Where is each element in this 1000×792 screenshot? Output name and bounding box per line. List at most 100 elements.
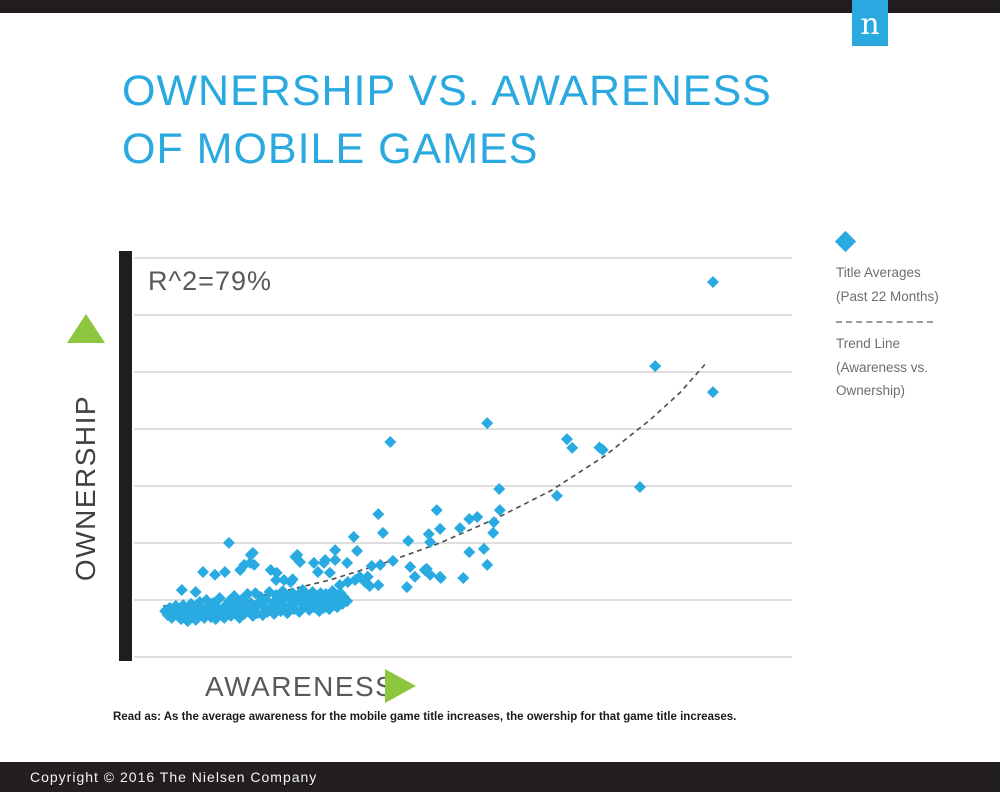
scatter-point	[264, 564, 277, 577]
nielsen-logo: n	[852, 0, 888, 46]
scatter-point	[493, 483, 506, 496]
scatter-point	[286, 587, 299, 600]
scatter-point	[454, 522, 466, 535]
scatter-point	[434, 571, 447, 584]
page-title-line1: OWNERSHIP VS. AWARENESS	[122, 67, 772, 115]
scatter-point	[293, 605, 306, 618]
scatter-point	[402, 534, 415, 547]
scatter-point	[193, 595, 206, 608]
scatter-point	[329, 554, 342, 567]
x-axis-label: AWARENESS	[205, 671, 396, 702]
scatter-point	[566, 441, 579, 454]
scatter-point	[197, 566, 210, 579]
scatter-point	[256, 609, 269, 622]
scatter-point	[477, 542, 490, 555]
scatter-point	[372, 579, 385, 592]
x-axis-arrow-right-icon	[385, 669, 416, 703]
scatter-point	[321, 595, 334, 608]
scatter-point	[386, 554, 399, 567]
scatter-point	[311, 566, 324, 579]
scatter-point	[463, 546, 476, 559]
legend-diamond-icon	[834, 230, 857, 253]
scatter-point	[222, 536, 235, 549]
scatter-point	[424, 536, 437, 549]
scatter-point	[424, 568, 437, 581]
legend-item-title-averages: Title Averages (Past 22 Months)	[836, 261, 966, 308]
scatter-point	[430, 504, 443, 517]
scatter-point	[329, 544, 342, 557]
scatter-point	[341, 556, 354, 569]
legend-label: (Awareness vs.	[836, 359, 929, 375]
scatter-point	[457, 571, 470, 584]
scatter-point	[633, 481, 646, 494]
scatter-point	[286, 573, 299, 586]
scatter-point	[296, 583, 309, 596]
scatter-point	[222, 595, 235, 608]
scatter-point	[218, 566, 231, 579]
legend-label: (Past 22 Months)	[836, 288, 939, 304]
scatter-point	[171, 609, 184, 622]
scatter-point	[649, 360, 662, 373]
scatter-point	[374, 558, 387, 571]
scatter-point	[384, 435, 397, 448]
scatter-point	[319, 554, 332, 567]
scatter-point	[351, 544, 364, 557]
scatter-point	[487, 516, 500, 529]
scatter-point	[319, 587, 332, 600]
scatter-point	[365, 560, 378, 573]
scatter-point	[278, 573, 291, 586]
scatter-point	[560, 433, 573, 446]
scatter-point	[550, 489, 563, 502]
scatter-point	[303, 603, 316, 616]
scatter-point	[213, 591, 226, 604]
scatter-point	[363, 579, 376, 592]
scatter-point	[361, 570, 374, 583]
scatter-point	[400, 581, 413, 594]
legend-label: Ownership)	[836, 383, 906, 398]
scatter-point	[307, 556, 320, 569]
scatter-point	[189, 585, 202, 598]
scatter-point	[270, 566, 283, 579]
nielsen-logo-letter: n	[860, 7, 880, 42]
y-axis-label: OWNERSHIP	[70, 394, 101, 582]
scatter-plot	[134, 257, 792, 658]
scatter-point	[434, 522, 447, 535]
scatter-point	[372, 508, 385, 521]
scatter-point	[249, 587, 262, 600]
scatter-point	[238, 607, 251, 620]
page-title-line2: OF MOBILE GAMES	[122, 125, 539, 173]
page-title: OWNERSHIP VS. AWARENESS OF MOBILE GAMES	[122, 62, 772, 178]
scatter-point	[234, 603, 247, 616]
scatter-point	[266, 597, 279, 610]
scatter-point	[293, 556, 306, 569]
scatter-point	[314, 587, 327, 600]
scatter-point	[347, 530, 360, 543]
read-as-note: Read as: As the average awareness for th…	[113, 711, 737, 723]
scatter-point	[334, 587, 347, 600]
scatter-point	[376, 526, 389, 539]
scatter-point	[408, 570, 421, 583]
scatter-point	[596, 443, 609, 456]
scatter-point	[471, 510, 484, 523]
chart-legend: Title Averages (Past 22 Months) Trend Li…	[834, 230, 966, 403]
scatter-point	[404, 560, 417, 573]
scatter-point	[248, 558, 261, 571]
copyright-text: Copyright © 2016 The Nielsen Company	[30, 769, 318, 785]
scatter-point	[481, 417, 494, 430]
scatter-point	[323, 566, 336, 579]
scatter-point	[341, 595, 354, 608]
scatter-point	[206, 597, 219, 610]
scatter-point	[487, 526, 500, 539]
legend-dashed-line-icon	[836, 321, 933, 323]
scatter-point	[422, 528, 435, 541]
scatter-point	[268, 607, 281, 620]
scatter-point	[353, 570, 366, 583]
scatter-point	[246, 546, 259, 559]
y-axis-bar	[119, 251, 132, 661]
scatter-point	[493, 504, 506, 517]
scatter-point	[181, 615, 194, 628]
scatter-point	[420, 562, 433, 575]
y-axis-arrow-up-icon	[67, 314, 105, 343]
scatter-point	[270, 573, 283, 586]
scatter-point	[323, 603, 336, 616]
